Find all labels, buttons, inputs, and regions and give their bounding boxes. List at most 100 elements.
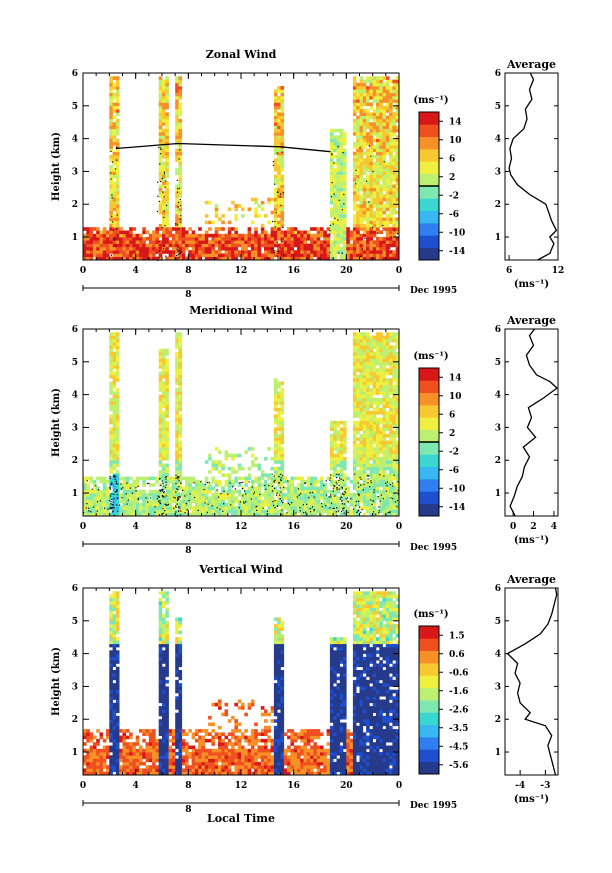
heatmap-cell [385, 368, 390, 372]
heatmap-cell [115, 200, 120, 205]
heatmap-cell [376, 378, 380, 382]
heatmap-cell [356, 443, 360, 448]
heatmap-cell [162, 456, 166, 461]
heatmap-cell [175, 404, 179, 409]
heatmap-cell [362, 96, 367, 100]
heatmap-cell [382, 184, 387, 189]
heatmap-cell [287, 512, 291, 517]
contour-dot [331, 153, 333, 155]
heatmap-cell [376, 109, 380, 113]
heatmap-cell [366, 483, 370, 487]
heatmap-cell [231, 237, 235, 241]
heatmap-cell [300, 509, 304, 513]
heatmap-cell [385, 447, 390, 451]
heatmap-cell [369, 378, 373, 382]
heatmap-cell [362, 112, 367, 116]
heatmap-cell [221, 502, 225, 507]
heatmap-cell [376, 450, 380, 454]
heatmap-cell [122, 489, 127, 494]
heatmap-cell [385, 250, 390, 254]
contour-dot [341, 492, 344, 494]
heatmap-cell [382, 194, 387, 198]
contour-dot [175, 511, 177, 513]
heatmap-cell [316, 502, 321, 507]
heatmap-cell [178, 105, 183, 110]
heatmap-cell [349, 233, 354, 238]
heatmap-cell [306, 499, 311, 504]
heatmap-cell [385, 99, 390, 103]
heatmap-cell [241, 256, 245, 261]
heatmap-cell [270, 466, 275, 471]
heatmap-cell [171, 489, 176, 494]
heatmap-cell [83, 250, 87, 254]
heatmap-cell [96, 243, 100, 248]
heatmap-cell [218, 250, 222, 254]
heatmap-cell [191, 237, 196, 241]
heatmap-cell [277, 164, 281, 169]
heatmap-cell [178, 112, 183, 116]
heatmap-cell [112, 155, 117, 159]
heatmap-cell [115, 348, 120, 353]
heatmap-cell [395, 256, 400, 261]
heatmap-cell [178, 486, 183, 491]
contour-dot [177, 254, 179, 256]
heatmap-cell [165, 141, 169, 146]
heatmap-cell [333, 243, 337, 248]
heatmap-cell [273, 141, 278, 146]
contour-dot [178, 228, 180, 230]
heatmap-cell [178, 470, 183, 474]
heatmap-cell [277, 207, 281, 212]
contour-dot [176, 503, 178, 505]
heatmap-cell [359, 223, 364, 228]
contour-dot [180, 221, 182, 223]
heatmap-cell [297, 237, 301, 241]
heatmap-cell [194, 486, 199, 491]
heatmap-cell [83, 483, 87, 487]
heatmap-cell [339, 237, 344, 241]
heatmap-cell [379, 207, 383, 212]
heatmap-cell [372, 397, 377, 402]
contour-dot [154, 506, 156, 508]
heatmap-cell [96, 496, 100, 500]
heatmap-cell [385, 184, 390, 189]
heatmap-cell [273, 181, 278, 185]
heatmap-cell [392, 355, 396, 359]
heatmap-cell [178, 145, 183, 149]
heatmap-cell [369, 358, 373, 363]
heatmap-cell [254, 479, 258, 484]
heatmap-cell [379, 456, 383, 461]
heatmap-cell [247, 447, 252, 451]
heatmap-cell [293, 240, 298, 244]
heatmap-cell [362, 200, 367, 205]
heatmap-cell [379, 168, 383, 172]
heatmap-cell [343, 466, 347, 471]
heatmap-cell [379, 509, 383, 513]
heatmap-cell [165, 493, 169, 497]
heatmap-cell [115, 486, 120, 491]
heatmap-cell [385, 440, 390, 445]
heatmap-cell [372, 187, 377, 192]
heatmap-cell [181, 512, 186, 517]
heatmap-cell [273, 164, 278, 169]
heatmap-cell [392, 204, 396, 208]
heatmap-cell [366, 489, 370, 494]
heatmap-cell [92, 233, 97, 238]
heatmap-cell [273, 158, 278, 162]
heatmap-cell [343, 430, 347, 435]
heatmap-cell [356, 135, 360, 139]
heatmap-cell [221, 473, 225, 477]
heatmap-cell [379, 335, 383, 340]
heatmap-cell [376, 456, 380, 461]
heatmap-cell [158, 355, 163, 359]
heatmap-cell [395, 381, 400, 386]
heatmap-cell [366, 355, 370, 359]
heatmap-cell [379, 378, 383, 382]
heatmap-cell [320, 509, 324, 513]
heatmap-cell [372, 342, 377, 346]
heatmap-cell [178, 335, 183, 340]
heatmap-cell [336, 499, 341, 504]
heatmap-cell [119, 496, 123, 500]
heatmap-cell [132, 256, 136, 261]
heatmap-cell [366, 250, 370, 254]
heatmap-cell [392, 476, 396, 481]
